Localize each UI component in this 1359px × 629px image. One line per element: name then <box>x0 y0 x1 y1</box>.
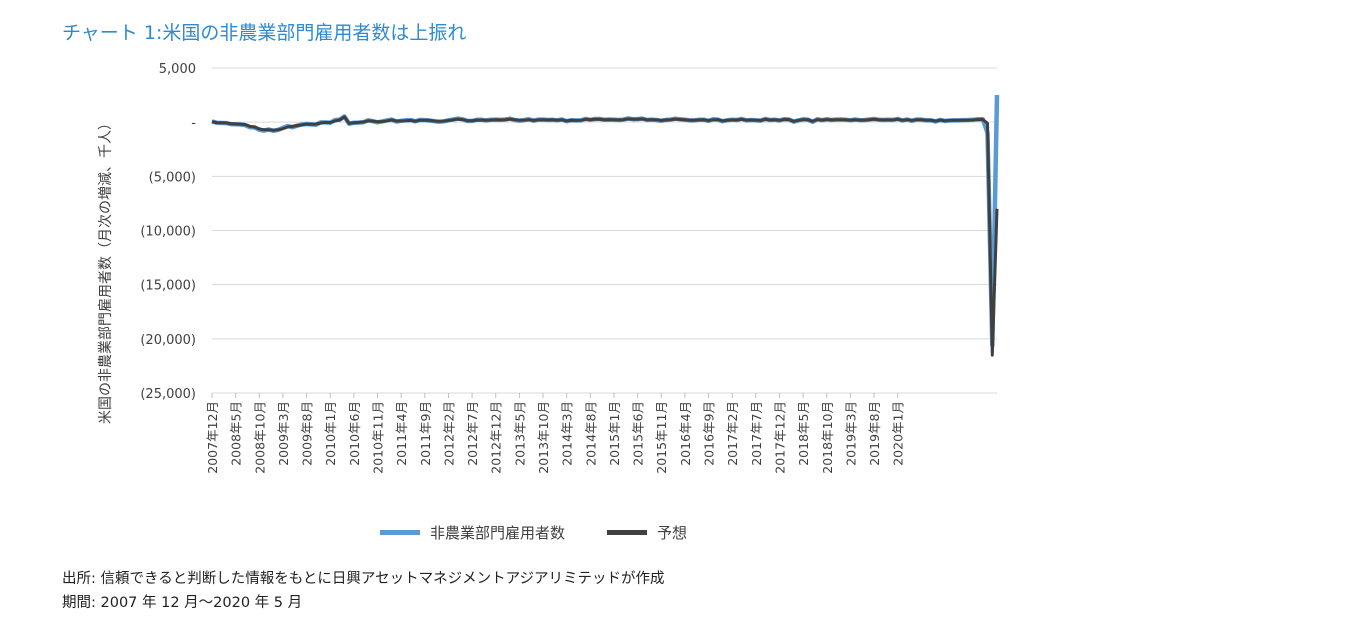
x-tick-label: 2014年3月 <box>560 401 575 466</box>
legend-item-forecast: 予想 <box>607 522 687 543</box>
y-tick-label: - <box>191 116 196 131</box>
legend-label-forecast: 予想 <box>657 524 688 542</box>
x-tick-label: 2008年10月 <box>252 401 267 474</box>
legend-swatch-nonfarm <box>380 530 420 535</box>
x-tick-label: 2012年12月 <box>489 401 504 474</box>
x-tick-label: 2012年7月 <box>465 401 480 466</box>
footer: 出所: 信頼できると判断した情報をもとに日興アセットマネジメントアジアリミテッド… <box>62 567 665 615</box>
y-tick-label: 5,000 <box>159 62 196 77</box>
y-tick-label: (25,000) <box>140 387 196 402</box>
series-line-nonfarm <box>211 95 1000 348</box>
x-tick-label: 2015年11月 <box>654 401 669 474</box>
x-tick-label: 2017年2月 <box>725 401 740 466</box>
x-tick-label: 2017年7月 <box>749 401 764 466</box>
x-tick-label: 2013年5月 <box>512 401 527 466</box>
x-tick-label: 2007年12月 <box>205 401 220 474</box>
y-tick-label: (5,000) <box>149 170 196 185</box>
x-tick-label: 2011年9月 <box>418 401 433 466</box>
x-tick-label: 2013年10月 <box>536 401 551 474</box>
x-tick-label: 2020年1月 <box>891 401 906 466</box>
y-tick-label: (20,000) <box>140 333 196 348</box>
x-tick-label: 2018年10月 <box>820 401 835 474</box>
y-axis-label: 米国の非農業部門雇用者数（月次の増減、千人） <box>97 116 114 424</box>
series-lines <box>211 95 1000 357</box>
chart-title: チャート 1:米国の非農業部門雇用者数は上振れ <box>62 22 467 44</box>
y-tick-label: (15,000) <box>140 279 196 294</box>
x-tick-label: 2018年5月 <box>796 401 811 466</box>
x-tick-label: 2019年3月 <box>843 401 858 466</box>
x-tick-label: 2014年8月 <box>583 401 598 466</box>
x-axis-ticks: 2007年12月 2008年5月 2008年10月 2009年3月 2009年8月 201… <box>205 393 906 474</box>
legend-label-nonfarm: 非農業部門雇用者数 <box>430 524 566 542</box>
x-tick-label: 2011年4月 <box>394 401 409 466</box>
x-tick-label: 2010年6月 <box>347 401 362 466</box>
x-tick-label: 2009年3月 <box>276 401 291 466</box>
y-axis-ticks: 5,000 - (5,000) (10,000) (15,000) (20,000) (25… <box>140 62 196 402</box>
period-note: 期間: 2007 年 12 月～2020 年 5 月 <box>62 595 303 611</box>
x-tick-label: 2017年12月 <box>772 401 787 474</box>
x-tick-label: 2008年5月 <box>229 401 244 466</box>
x-tick-label: 2009年8月 <box>300 401 315 466</box>
source-note: 出所: 信頼できると判断した情報をもとに日興アセットマネジメントアジアリミテッド… <box>62 571 665 587</box>
x-tick-label: 2015年1月 <box>607 401 622 466</box>
series-line-forecast <box>211 115 999 357</box>
x-tick-label: 2015年6月 <box>631 401 646 466</box>
x-tick-label: 2010年11月 <box>371 401 386 474</box>
x-tick-label: 2016年9月 <box>702 401 717 466</box>
legend-item-nonfarm: 非農業部門雇用者数 <box>380 522 565 543</box>
y-tick-label: (10,000) <box>140 225 196 240</box>
x-tick-label: 2019年8月 <box>867 401 882 466</box>
legend-swatch-forecast <box>607 530 648 535</box>
x-tick-label: 2010年1月 <box>323 401 338 466</box>
gridlines <box>212 67 997 394</box>
x-tick-label: 2012年2月 <box>441 401 456 466</box>
legend: 非農業部門雇用者数 予想 <box>380 522 729 543</box>
x-tick-label: 2016年4月 <box>678 401 693 466</box>
